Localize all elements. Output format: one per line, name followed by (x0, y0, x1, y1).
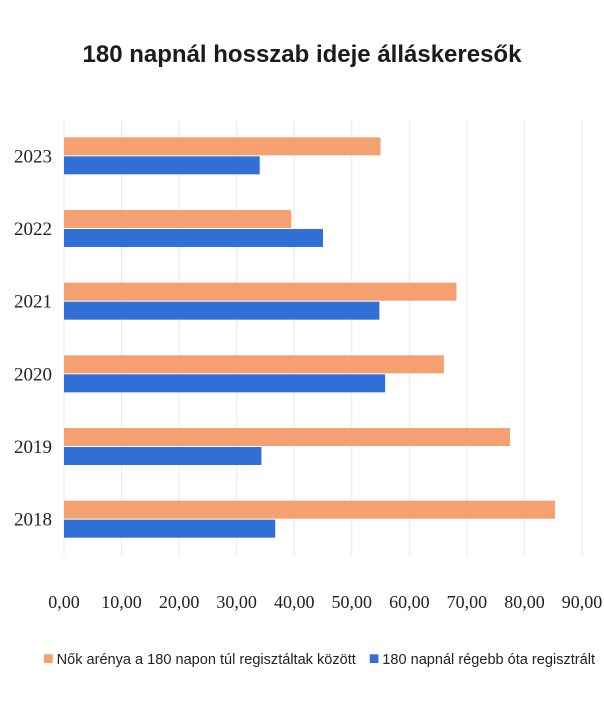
x-axis-ticks: 0,00 10,00 20,00 30,00 40,00 50,00 60,00 70,00 8… (48, 592, 602, 612)
bar-women-share (64, 500, 555, 519)
bar-women-share (64, 282, 457, 301)
category-label: 2020 (14, 364, 52, 385)
bars (64, 137, 555, 538)
legend: Nők arénya a 180 napon túl regisztáltak … (44, 652, 595, 668)
x-tick-label: 40,00 (274, 592, 315, 612)
category-label: 2021 (14, 292, 52, 313)
category-label: 2022 (14, 219, 52, 240)
x-tick-label: 50,00 (332, 592, 373, 612)
legend-label: Nők arénya a 180 napon túl regisztáltak … (57, 652, 356, 668)
bar-registered-180 (64, 447, 262, 465)
legend-label: 180 napnál régebb óta regisztrált (382, 652, 595, 668)
x-tick-label: 0,00 (48, 592, 80, 612)
bar-women-share (64, 428, 511, 446)
bar-registered-180 (64, 519, 276, 538)
legend-swatch (44, 654, 53, 664)
bar-women-share (64, 210, 292, 228)
category-label: 2018 (14, 510, 52, 531)
x-tick-label: 10,00 (101, 592, 142, 612)
legend-swatch (369, 654, 379, 664)
x-tick-label: 30,00 (216, 592, 257, 612)
bar-women-share (64, 137, 381, 156)
x-tick-label: 60,00 (389, 592, 430, 612)
category-labels: 2023 2022 2021 2020 2019 2018 (14, 146, 52, 530)
x-tick-label: 80,00 (504, 592, 545, 612)
chart-title: 180 napnál hosszab ideje álláskeresők (83, 41, 523, 68)
x-tick-label: 20,00 (159, 592, 200, 612)
category-label: 2023 (14, 146, 52, 167)
category-label: 2019 (14, 437, 52, 458)
x-tick-label: 90,00 (562, 592, 603, 612)
bar-registered-180 (64, 229, 323, 247)
bar-registered-180 (64, 301, 380, 320)
bar-registered-180 (64, 374, 386, 393)
grid-lines (63, 120, 583, 556)
bar-registered-180 (64, 156, 260, 175)
x-tick-label: 70,00 (447, 592, 488, 612)
bar-women-share (64, 355, 444, 374)
